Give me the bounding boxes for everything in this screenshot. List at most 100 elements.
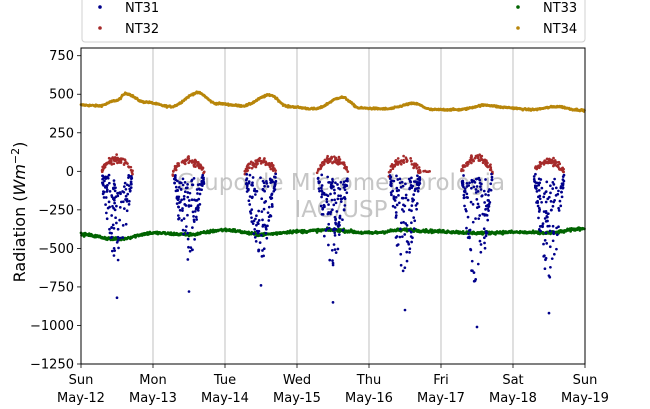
point-NT31: [402, 196, 405, 200]
point-NT31: [410, 204, 414, 207]
point-NT31: [394, 195, 398, 199]
point-NT31: [410, 209, 413, 213]
point-NT31: [330, 198, 334, 202]
point-NT31: [399, 252, 403, 256]
point-NT31: [104, 177, 108, 180]
point-NT32: [123, 158, 127, 162]
x-tick-label-date: May-12: [57, 391, 105, 406]
point-NT31: [187, 245, 190, 249]
point-NT31: [186, 191, 190, 194]
point-NT31: [273, 182, 277, 186]
point-NT32: [399, 162, 403, 166]
point-NT31: [484, 230, 488, 233]
point-NT31: [251, 176, 255, 179]
point-NT31: [189, 204, 193, 208]
point-NT32: [193, 160, 197, 164]
point-NT31: [551, 204, 555, 208]
point-NT32: [196, 163, 199, 167]
point-NT31: [403, 266, 407, 270]
point-NT32: [396, 157, 400, 160]
point-NT31: [192, 176, 196, 180]
legend-label-NT34: NT34: [543, 22, 577, 37]
point-NT31: [399, 185, 403, 189]
point-NT31: [331, 177, 334, 181]
point-NT31: [116, 194, 120, 198]
point-NT31: [532, 175, 536, 178]
point-NT31: [397, 189, 401, 192]
point-NT32: [268, 165, 272, 169]
point-NT31: [551, 187, 555, 190]
point-NT31: [124, 222, 128, 226]
point-NT31: [560, 190, 563, 194]
point-NT31: [463, 204, 466, 208]
point-NT31: [316, 177, 320, 180]
point-NT31: [329, 192, 332, 196]
point-NT31: [340, 197, 344, 201]
point-NT31: [263, 184, 266, 188]
point-NT31: [484, 213, 488, 217]
point-NT31: [462, 193, 466, 197]
point-NT32: [107, 156, 111, 160]
x-tick-label-day: Tue: [213, 373, 236, 388]
point-NT31: [333, 191, 337, 195]
point-NT31: [398, 177, 402, 181]
point-NT32: [256, 162, 259, 166]
point-NT32: [272, 168, 276, 171]
point-NT31: [542, 254, 546, 258]
point-NT31: [395, 235, 399, 238]
point-NT31: [258, 241, 262, 244]
point-NT31: [552, 231, 555, 235]
point-NT31: [261, 249, 264, 252]
point-NT31: [537, 195, 540, 199]
point-NT31: [344, 179, 348, 183]
point-NT31: [112, 246, 116, 250]
point-NT31: [483, 201, 486, 204]
point-NT32: [483, 158, 487, 162]
point-NT31: [398, 235, 402, 239]
point-NT32: [119, 159, 122, 163]
point-NT31: [320, 186, 323, 190]
point-NT31: [478, 214, 482, 217]
point-NT31: [178, 201, 181, 204]
point-NT32: [187, 157, 191, 160]
point-NT31: [248, 195, 252, 198]
point-NT32: [323, 158, 327, 162]
point-NT31: [479, 250, 483, 254]
point-NT31: [189, 246, 193, 249]
point-NT31: [556, 192, 560, 196]
point-NT31: [394, 216, 398, 219]
point-NT31: [532, 177, 536, 181]
point-NT31: [181, 207, 184, 210]
point-NT31: [190, 183, 194, 187]
point-NT33: [301, 231, 305, 235]
grid: [152, 48, 514, 364]
point-NT31: [408, 229, 411, 232]
point-NT31: [418, 176, 422, 179]
point-NT31: [250, 216, 253, 220]
point-NT31: [261, 188, 265, 191]
point-NT31: [404, 196, 408, 200]
point-NT32: [111, 156, 115, 159]
y-axis: −1250 −1000 −750 −500 −250 0 250 500 750: [30, 49, 81, 373]
point-NT31: [399, 227, 402, 231]
point-NT32: [479, 156, 483, 160]
point-NT32: [202, 171, 205, 175]
point-NT32: [258, 156, 262, 160]
point-NT31: [177, 185, 181, 189]
point-NT32: [548, 158, 552, 161]
point-NT32: [470, 154, 473, 157]
point-NT31: [331, 300, 335, 304]
point-NT31: [182, 195, 186, 198]
point-NT31: [265, 182, 269, 185]
point-NT31: [317, 180, 321, 183]
point-NT31: [486, 199, 490, 202]
point-NT31: [398, 181, 402, 185]
point-NT31: [115, 204, 118, 208]
x-tick-label-date: May-14: [201, 391, 249, 406]
point-NT31: [484, 178, 487, 181]
point-NT31: [113, 208, 117, 212]
point-NT32: [198, 166, 201, 170]
point-NT31: [388, 174, 392, 177]
point-NT31: [115, 221, 118, 225]
point-NT32: [250, 166, 254, 170]
